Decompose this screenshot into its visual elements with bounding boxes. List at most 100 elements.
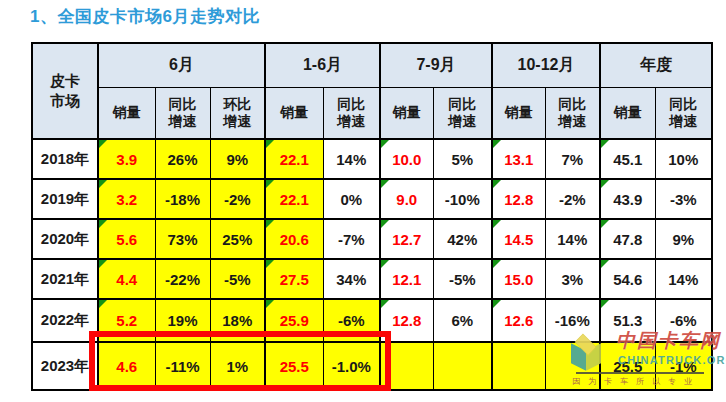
table-cell: 73% bbox=[155, 219, 210, 259]
table-cell: -18% bbox=[155, 179, 210, 219]
table-cell bbox=[380, 342, 433, 390]
subheader-cell: 销量 bbox=[380, 88, 433, 140]
table-cell: -6% bbox=[323, 299, 380, 342]
table-cell bbox=[492, 342, 545, 390]
table-cell: -5% bbox=[210, 259, 265, 299]
table-cell bbox=[545, 342, 600, 390]
table-cell: 15.0 bbox=[492, 259, 545, 299]
table-cell: 19% bbox=[155, 299, 210, 342]
table-cell: 47.8 bbox=[600, 219, 655, 259]
subheader-cell: 销量 bbox=[600, 88, 655, 140]
green-corner-triangle-icon bbox=[493, 140, 501, 148]
table-cell: -16% bbox=[545, 299, 600, 342]
subheader-row: 销量同比增速环比增速销量同比增速销量同比增速销量同比增速销量同比增速 bbox=[32, 88, 712, 140]
table-cell bbox=[433, 342, 492, 390]
table-cell: 25% bbox=[210, 219, 265, 259]
table-row: 2021年4.4-22%-5%27.534%12.1-5%15.03%54.61… bbox=[32, 259, 712, 299]
table-cell: -1.0% bbox=[323, 342, 380, 390]
table-cell: 3% bbox=[545, 259, 600, 299]
table-cell: -5% bbox=[433, 259, 492, 299]
row-year-label: 2018年 bbox=[32, 139, 98, 179]
table-row: 2019年3.2-18%-2%22.10%9.0-10%12.8-2%43.9-… bbox=[32, 179, 712, 219]
col-group-annual: 年度 bbox=[600, 43, 712, 88]
table-cell: 5% bbox=[433, 139, 492, 179]
table-cell: 6% bbox=[433, 299, 492, 342]
table-cell: 26% bbox=[155, 139, 210, 179]
green-corner-triangle-icon bbox=[601, 300, 609, 308]
table-cell: 7% bbox=[545, 139, 600, 179]
table-cell: 0% bbox=[323, 179, 380, 219]
green-corner-triangle-icon bbox=[99, 140, 107, 148]
table-row: 2022年5.219%18%25.9-6%12.86%12.6-16%51.3-… bbox=[32, 299, 712, 342]
green-corner-triangle-icon bbox=[493, 180, 501, 188]
green-corner-triangle-icon bbox=[99, 180, 107, 188]
table-cell: 3.2 bbox=[98, 179, 155, 219]
subheader-cell: 销量 bbox=[98, 88, 155, 140]
table-cell: -1% bbox=[655, 342, 712, 390]
subheader-cell: 环比增速 bbox=[210, 88, 265, 140]
table-cell: 12.1 bbox=[380, 259, 433, 299]
green-corner-triangle-icon bbox=[266, 140, 274, 148]
corner-line1: 皮卡 bbox=[50, 72, 80, 89]
green-corner-triangle-icon bbox=[493, 260, 501, 268]
green-corner-triangle-icon bbox=[266, 260, 274, 268]
table-cell: 14% bbox=[655, 259, 712, 299]
table-row: 2020年5.673%25%20.6-7%12.742%14.514%47.89… bbox=[32, 219, 712, 259]
table-row: 2023年4.6-11%1%25.5-1.0%25.5-1% bbox=[32, 342, 712, 390]
corner-line2: 市场 bbox=[50, 92, 80, 109]
table-cell: 27.5 bbox=[265, 259, 323, 299]
row-year-label: 2022年 bbox=[32, 299, 98, 342]
green-corner-triangle-icon bbox=[381, 220, 389, 228]
table-cell: -2% bbox=[210, 179, 265, 219]
table-cell: 34% bbox=[323, 259, 380, 299]
green-corner-triangle-icon bbox=[381, 260, 389, 268]
table-cell: 12.8 bbox=[380, 299, 433, 342]
subheader-cell: 销量 bbox=[492, 88, 545, 140]
green-corner-triangle-icon bbox=[266, 220, 274, 228]
table-cell: -11% bbox=[155, 342, 210, 390]
corner-header: 皮卡市场 bbox=[32, 43, 98, 139]
table-cell: 51.3 bbox=[600, 299, 655, 342]
table-cell: 4.6 bbox=[98, 342, 155, 390]
green-corner-triangle-icon bbox=[493, 300, 501, 308]
green-corner-triangle-icon bbox=[601, 180, 609, 188]
col-group-june: 6月 bbox=[98, 43, 265, 88]
table-cell: -6% bbox=[655, 299, 712, 342]
green-corner-triangle-icon bbox=[381, 180, 389, 188]
table-cell: 14% bbox=[545, 219, 600, 259]
table-cell: 3.9 bbox=[98, 139, 155, 179]
table-cell: 5.6 bbox=[98, 219, 155, 259]
green-corner-triangle-icon bbox=[266, 300, 274, 308]
table-cell: 9% bbox=[210, 139, 265, 179]
table-cell: 22.1 bbox=[265, 179, 323, 219]
green-corner-triangle-icon bbox=[601, 220, 609, 228]
table-cell: -22% bbox=[155, 259, 210, 299]
green-corner-triangle-icon bbox=[266, 180, 274, 188]
table-cell: 9.0 bbox=[380, 179, 433, 219]
green-corner-triangle-icon bbox=[99, 260, 107, 268]
table-cell: 12.8 bbox=[492, 179, 545, 219]
table-cell: 43.9 bbox=[600, 179, 655, 219]
table-cell: 25.9 bbox=[265, 299, 323, 342]
green-corner-triangle-icon bbox=[601, 260, 609, 268]
table-cell: 9% bbox=[655, 219, 712, 259]
table-cell: 25.5 bbox=[600, 342, 655, 390]
row-year-label: 2023年 bbox=[32, 342, 98, 390]
table-cell: -10% bbox=[433, 179, 492, 219]
row-year-label: 2019年 bbox=[32, 179, 98, 219]
table-cell: 4.4 bbox=[98, 259, 155, 299]
table-row: 2018年3.926%9%22.114%10.05%13.17%45.110% bbox=[32, 139, 712, 179]
group-header-row: 皮卡市场 6月 1-6月 7-9月 10-12月 年度 bbox=[32, 43, 712, 88]
row-year-label: 2021年 bbox=[32, 259, 98, 299]
subheader-cell: 同比增速 bbox=[433, 88, 492, 140]
table-cell: 13.1 bbox=[492, 139, 545, 179]
green-corner-triangle-icon bbox=[99, 220, 107, 228]
green-corner-triangle-icon bbox=[381, 140, 389, 148]
table-cell: -3% bbox=[655, 179, 712, 219]
table-cell: 42% bbox=[433, 219, 492, 259]
table-body: 2018年3.926%9%22.114%10.05%13.17%45.110%2… bbox=[32, 139, 712, 390]
table-cell: 54.6 bbox=[600, 259, 655, 299]
pickup-market-table: 皮卡市场 6月 1-6月 7-9月 10-12月 年度 销量同比增速环比增速销量… bbox=[31, 42, 713, 391]
green-corner-triangle-icon bbox=[99, 300, 107, 308]
table-cell: 18% bbox=[210, 299, 265, 342]
